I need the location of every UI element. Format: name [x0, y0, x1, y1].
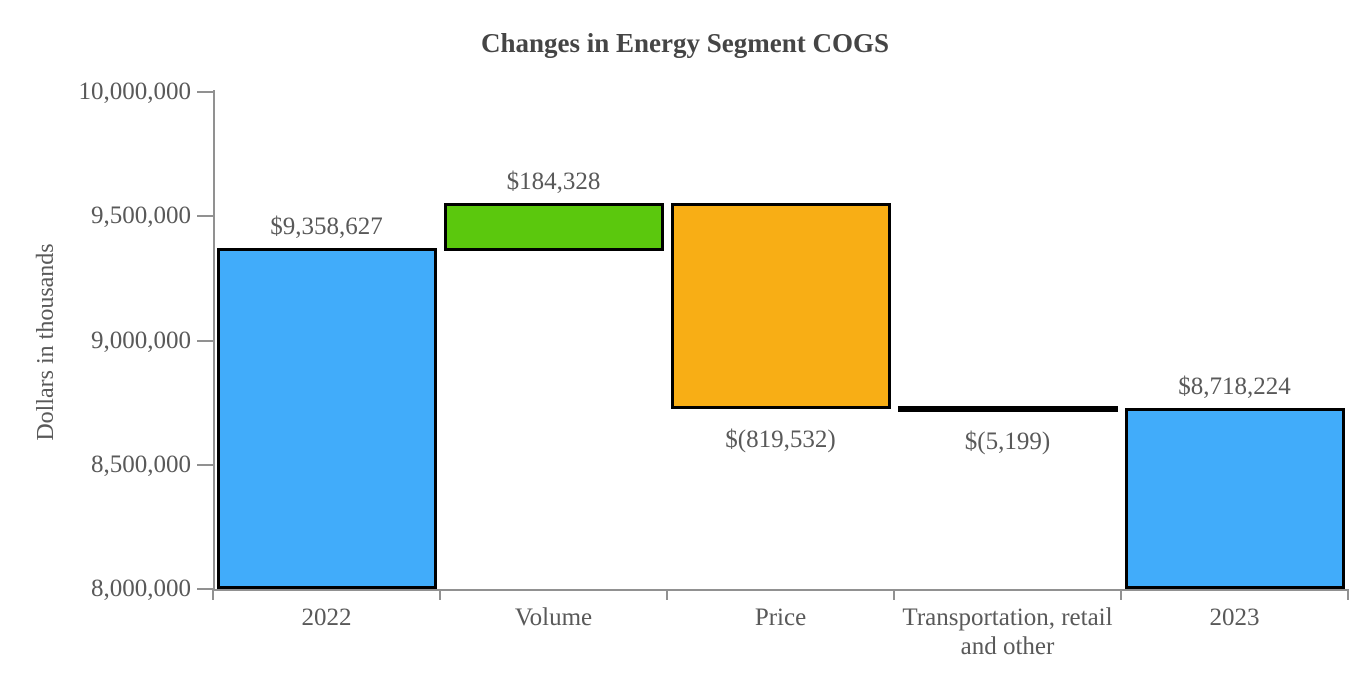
x-axis-label-volume: Volume	[514, 604, 593, 631]
y-axis-tick-mark	[197, 339, 213, 342]
chart-title: Changes in Energy Segment COGS	[480, 28, 890, 58]
bar-value-label-price: $(819,532)	[725, 426, 836, 454]
x-axis-label-price: Price	[754, 604, 807, 631]
y-axis-tick-mark	[197, 91, 213, 93]
bar-2023	[1124, 407, 1345, 589]
bar-value-label-transportation-retail-and-other: $(5,199)	[964, 427, 1051, 455]
x-axis-tick-mark	[666, 589, 668, 600]
bar-volume	[443, 202, 664, 252]
x-axis-tick-mark	[439, 589, 441, 600]
y-axis-tick-label: 8,000,000	[91, 575, 191, 602]
y-axis-tick-mark	[197, 588, 213, 590]
x-axis-tick-mark	[1347, 589, 1349, 600]
x-axis-label-2023: 2023	[1209, 604, 1260, 631]
y-axis-tick-label: 8,500,000	[91, 450, 191, 478]
bar-2022	[216, 248, 437, 589]
x-axis-tick-mark	[1120, 589, 1122, 600]
bar-value-label-2022: $9,358,627	[270, 213, 383, 241]
x-axis-label-transportation-retail-and-other: Transportation, retail and other	[902, 604, 1113, 660]
plot-area	[213, 90, 1348, 591]
bar-transportation-retail-and-other	[897, 406, 1118, 413]
y-axis-tick-mark	[197, 463, 213, 466]
x-axis-label-2022: 2022	[301, 604, 352, 631]
bar-value-label-volume: $184,328	[506, 167, 601, 195]
y-axis-tick-label: 9,500,000	[91, 202, 191, 230]
x-axis-tick-mark	[893, 589, 895, 600]
y-axis-tick-label: 9,000,000	[91, 326, 191, 354]
bar-price	[670, 202, 891, 410]
x-axis-tick-mark	[212, 589, 214, 600]
y-axis-tick-mark	[197, 215, 213, 218]
y-axis-tick-label: 10,000,000	[78, 78, 192, 105]
bar-value-label-2023: $8,718,224	[1178, 372, 1291, 400]
